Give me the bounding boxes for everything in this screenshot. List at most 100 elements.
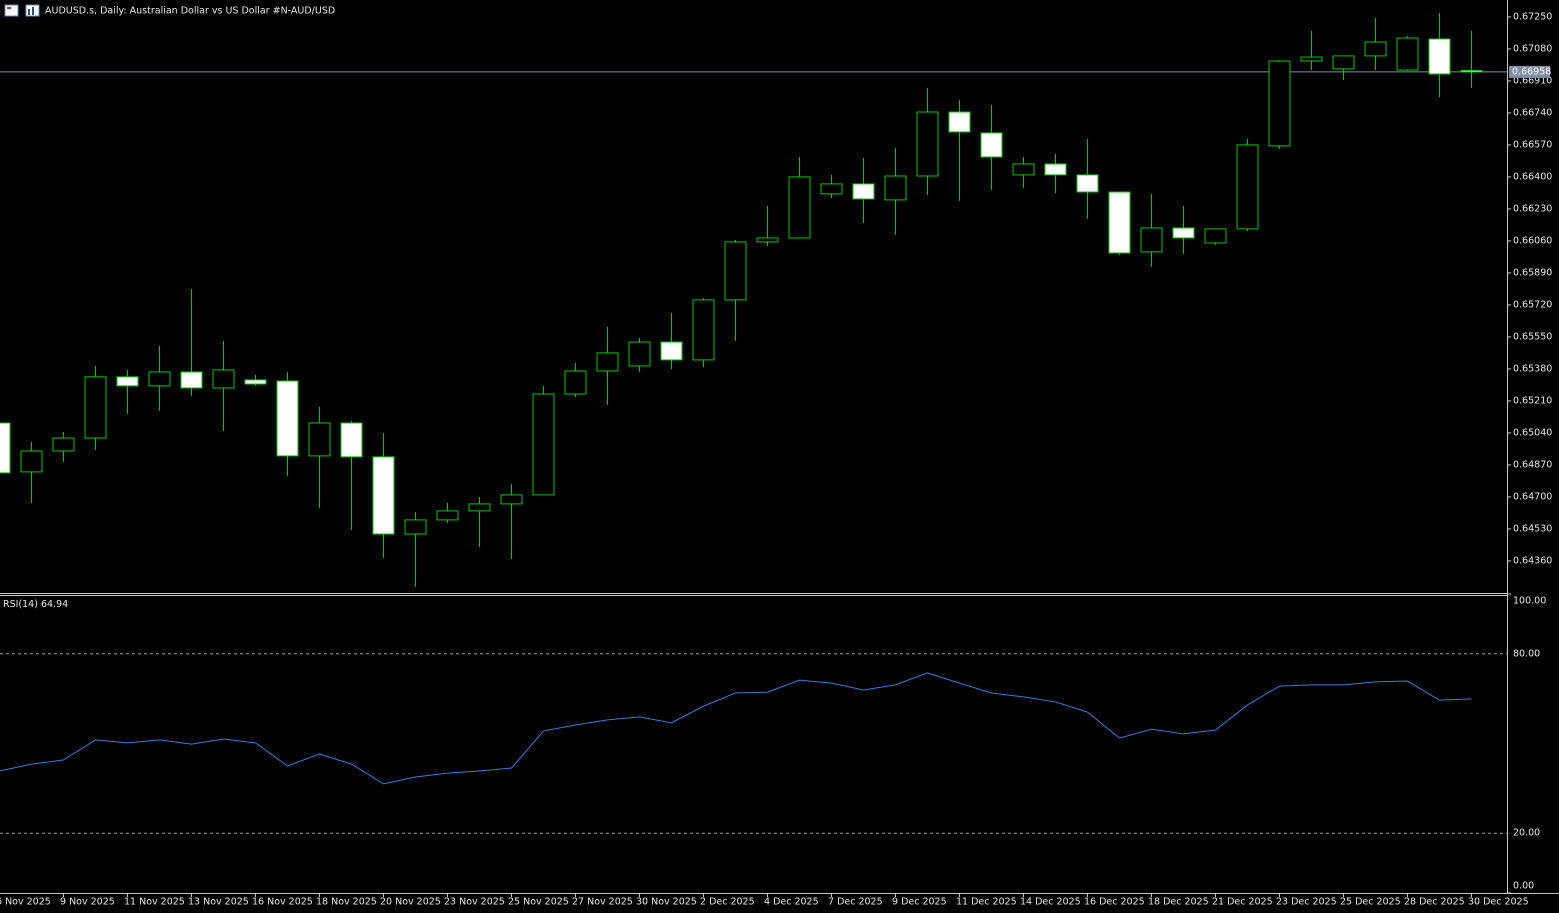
y-tick-label: 0.66060: [1513, 235, 1552, 246]
y-tick-label: 0.64360: [1513, 555, 1552, 566]
candle-body: [1428, 38, 1451, 75]
y-tick-label: 0.65040: [1513, 427, 1552, 438]
candle-body: [500, 494, 523, 505]
candle-body: [1236, 144, 1259, 230]
y-tick-label: 0.66400: [1513, 171, 1552, 182]
y-tick-label: 0.66230: [1513, 203, 1552, 214]
x-tick-label: 2 Dec 2025: [700, 897, 755, 908]
icon-part: [7, 7, 11, 9]
candle-body: [20, 450, 43, 473]
x-tick-label: 20 Nov 2025: [380, 897, 441, 908]
candle-body: [436, 510, 459, 521]
candle-body: [1172, 227, 1195, 239]
x-tick-label: 9 Dec 2025: [892, 897, 947, 908]
x-tick-label: 9 Nov 2025: [60, 897, 115, 908]
indicator-value: 64.94: [41, 599, 68, 610]
candle-body: [596, 352, 619, 372]
candle-body: [628, 341, 651, 367]
candle-body: [788, 176, 811, 239]
candle-body: [1396, 37, 1419, 71]
indicator-title: RSI(14) 64.94: [3, 599, 68, 610]
x-tick-label: 30 Dec 2025: [1468, 897, 1529, 908]
x-tick-label: 16 Nov 2025: [252, 897, 313, 908]
y-tick-label: 0.64530: [1513, 523, 1552, 534]
candle-body: [276, 380, 299, 457]
y-tick-label: 80.00: [1513, 648, 1540, 659]
candle-body: [1204, 228, 1227, 244]
candle-body: [0, 422, 11, 474]
x-tick-label: 23 Nov 2025: [444, 897, 505, 908]
candle-body: [1044, 163, 1067, 176]
candle-body: [52, 437, 75, 452]
y-tick-label: 0.65380: [1513, 363, 1552, 374]
candle-body: [1076, 174, 1099, 193]
candle-body: [468, 503, 491, 512]
y-tick-label: 0.65550: [1513, 331, 1552, 342]
x-tick-label: 28 Dec 2025: [1404, 897, 1465, 908]
x-tick-label: 30 Nov 2025: [636, 897, 697, 908]
x-tick-label: 21 Dec 2025: [1212, 897, 1273, 908]
candle-body: [1364, 41, 1387, 57]
candle-body: [212, 369, 235, 389]
chart-title: AUDUSD.s, Daily: Australian Dollar vs US…: [45, 6, 335, 17]
y-tick-label: 0.64870: [1513, 459, 1552, 470]
candle-body: [1300, 56, 1323, 62]
candle-body: [1460, 69, 1483, 73]
candle-body: [340, 422, 363, 458]
candle-body: [724, 241, 747, 301]
candle-body: [84, 376, 107, 439]
candle-body: [756, 237, 779, 243]
candle-body: [148, 371, 171, 387]
y-tick-label: 20.00: [1513, 828, 1540, 839]
x-tick-label: 18 Nov 2025: [316, 897, 377, 908]
candle-body: [884, 175, 907, 201]
x-tick-label: 7 Dec 2025: [828, 897, 883, 908]
candle-body: [692, 299, 715, 361]
candle-body: [180, 371, 203, 389]
y-tick-label: 0.66740: [1513, 107, 1552, 118]
y-tick-label: 0.00: [1513, 881, 1534, 892]
candle-body: [916, 111, 939, 177]
candle-body: [372, 456, 395, 535]
candle-body: [1108, 191, 1131, 254]
x-tick-label: 6 Nov 2025: [0, 897, 51, 908]
x-tick-label: 4 Dec 2025: [764, 897, 819, 908]
last-price-label: 0.66958: [1512, 66, 1551, 77]
x-tick-label: 11 Nov 2025: [124, 897, 185, 908]
candle-body: [1332, 55, 1355, 70]
candle-body: [532, 393, 555, 496]
icon-part: [32, 7, 34, 15]
icon-part: [28, 9, 30, 15]
candle-body: [564, 370, 587, 395]
candle-body: [308, 422, 331, 457]
y-tick-label: 0.64700: [1513, 491, 1552, 502]
y-tick-label: 0.66910: [1513, 75, 1552, 86]
last-price-box: [1509, 65, 1550, 78]
x-tick-label: 25 Dec 2025: [1340, 897, 1401, 908]
symbol-icons: [4, 4, 40, 17]
candle-body: [820, 183, 843, 195]
y-tick-label: 0.66570: [1513, 139, 1552, 150]
y-tick-label: 0.67080: [1513, 43, 1552, 54]
x-tick-label: 11 Dec 2025: [956, 897, 1017, 908]
y-tick-label: 100.00: [1513, 596, 1546, 607]
candle-body: [980, 132, 1003, 158]
candle-body: [1268, 60, 1291, 147]
rsi-line: [0, 672, 1472, 785]
candle-body: [404, 519, 427, 535]
y-tick-label: 0.65210: [1513, 395, 1552, 406]
x-tick-label: 23 Dec 2025: [1276, 897, 1337, 908]
y-tick-label: 0.67250: [1513, 11, 1552, 22]
candle-body: [116, 376, 139, 387]
y-tick-label: 0.65890: [1513, 267, 1552, 278]
x-tick-label: 13 Nov 2025: [188, 897, 249, 908]
candle-body: [948, 111, 971, 133]
candle-body: [852, 183, 875, 200]
x-tick-label: 16 Dec 2025: [1084, 897, 1145, 908]
indicator-name: RSI(14): [3, 599, 38, 610]
x-tick-label: 25 Nov 2025: [508, 897, 569, 908]
candle-body: [1140, 227, 1163, 253]
candle-body: [244, 379, 267, 385]
